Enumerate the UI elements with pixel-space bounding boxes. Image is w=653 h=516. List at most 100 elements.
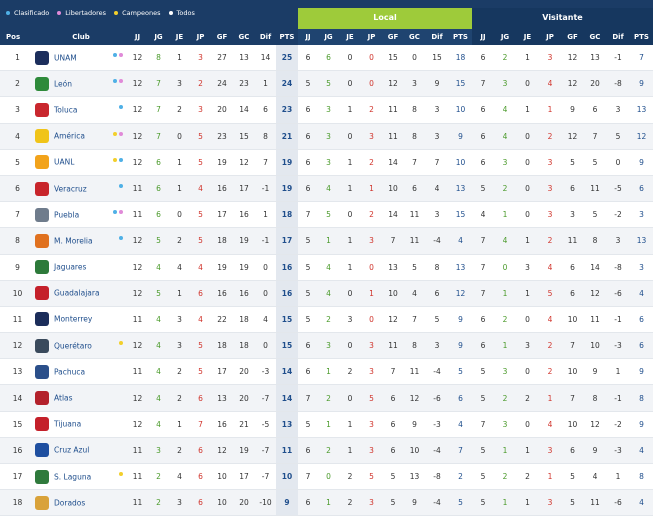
table-row[interactable]: 17 S. Laguna 11 2 4 6 10 17 -7 10 7 0 2 5 5 13 -8 2 5 2 2 1 5 4… <box>0 463 653 491</box>
table-row[interactable]: 10 Guadalajara 12 5 1 6 16 16 0 16 5 4 0 1 10 4 6 12 7 1 1 5 6… <box>0 280 653 307</box>
stat-cell: 2 <box>169 227 190 255</box>
table-row[interactable]: 4 América 12 7 0 5 23 15 8 21 6 3 0 3 11 8 3 9 6 4 0 2 12 7 5 12 <box>0 123 653 150</box>
club-name-link[interactable]: Guadalajara <box>54 288 100 298</box>
club-cell[interactable]: S. Laguna <box>35 463 127 491</box>
col-header-overall[interactable]: GF <box>216 33 228 41</box>
stat-cell: 9 <box>449 332 472 360</box>
club-cell[interactable]: Querétaro <box>35 332 127 360</box>
club-name-link[interactable]: León <box>54 79 73 89</box>
col-header-local[interactable]: GF <box>387 33 399 41</box>
stat-cell: 7 <box>382 358 404 386</box>
stat-cell: 14 <box>233 96 255 124</box>
col-header-pos[interactable]: Pos <box>6 33 21 41</box>
club-cell[interactable]: Monterrey <box>35 306 127 334</box>
club-name-link[interactable]: M. Morelia <box>54 236 93 246</box>
table-row[interactable]: 5 UANL 12 6 1 5 19 12 7 19 6 3 1 2 14 7 7 10 6 3 0 3 5 5 0 9 <box>0 149 653 176</box>
stat-cell: 18 <box>449 45 472 72</box>
club-name-link[interactable]: Puebla <box>54 210 80 220</box>
table-row[interactable]: 8 M. Morelia 12 5 2 5 18 19 -1 17 5 1 1 3 7 11 -4 4 7 4 1 2 11… <box>0 227 653 255</box>
stat-cell: 5 <box>561 489 584 516</box>
col-header-local[interactable]: Dif <box>431 33 443 41</box>
club-name-link[interactable]: Querétaro <box>54 341 92 351</box>
col-header-overall[interactable]: JG <box>154 33 163 41</box>
table-row[interactable]: 18 Dorados 11 2 3 6 10 20 -10 9 6 1 2 3 5 9 -4 5 5 1 1 3 5 11 -6… <box>0 489 653 516</box>
table-row[interactable]: 3 Toluca 12 7 2 3 20 14 6 23 6 3 1 2 11 8 3 10 6 4 1 1 9 6 3 13 <box>0 96 653 124</box>
club-name-link[interactable]: Cruz Azul <box>54 445 90 455</box>
stat-cell: 6 <box>472 123 494 150</box>
col-header-overall[interactable]: Dif <box>259 33 272 41</box>
stat-cell: 3 <box>539 201 561 229</box>
col-header-visitante[interactable]: GF <box>567 33 578 41</box>
stat-cell: 1 <box>318 489 339 516</box>
stat-cell: 19 <box>276 175 298 203</box>
col-header-visitante[interactable]: Dif <box>612 33 624 41</box>
club-cell[interactable]: Dorados <box>35 489 127 516</box>
club-name-link[interactable]: Pachuca <box>54 367 86 377</box>
col-header-visitante[interactable]: JJ <box>480 33 486 41</box>
club-cell[interactable]: Atlas <box>35 384 127 412</box>
col-header-local[interactable]: JE <box>346 33 354 41</box>
club-cell[interactable]: Veracruz <box>35 175 127 203</box>
qualification-dots <box>117 233 123 242</box>
col-header-overall[interactable]: PTS <box>279 33 295 41</box>
club-name-link[interactable]: UANL <box>54 157 75 167</box>
table-row[interactable]: 2 León 12 7 3 2 24 23 1 24 5 5 0 0 12 3 9 15 7 3 0 4 12 20 -8 9 <box>0 70 653 98</box>
col-header-visitante[interactable]: JG <box>500 33 510 41</box>
position-cell: 11 <box>0 306 35 334</box>
col-header-overall[interactable]: JE <box>175 33 184 41</box>
table-row[interactable]: 7 Puebla 11 6 0 5 17 16 1 18 7 5 0 2 14 11 3 15 4 1 0 3 3 5 -2 3 <box>0 201 653 229</box>
club-cell[interactable]: Puebla <box>35 201 127 229</box>
club-name-link[interactable]: Tijuana <box>54 419 82 429</box>
club-name-link[interactable]: Atlas <box>54 393 73 403</box>
club-name-link[interactable]: S. Laguna <box>54 472 92 482</box>
club-name-link[interactable]: América <box>54 131 85 141</box>
club-cell[interactable]: M. Morelia <box>35 227 127 255</box>
club-name-link[interactable]: Toluca <box>54 105 78 115</box>
club-cell[interactable]: América <box>35 123 127 150</box>
col-header-visitante[interactable]: GC <box>589 33 601 41</box>
club-name-link[interactable]: Monterrey <box>54 314 93 324</box>
position-cell: 15 <box>0 411 35 438</box>
table-row[interactable]: 16 Cruz Azul 11 3 2 6 12 19 -7 11 6 2 1 3 6 10 -4 7 5 1 1 3 6 9… <box>0 437 653 465</box>
club-cell[interactable]: Cruz Azul <box>35 437 127 465</box>
col-header-visitante[interactable]: JP <box>546 33 554 41</box>
col-header-visitante[interactable]: PTS <box>634 33 649 41</box>
stat-cell: 6 <box>298 96 318 124</box>
table-row[interactable]: 14 Atlas 12 4 2 6 13 20 -7 14 7 2 0 5 6 12 -6 6 5 2 2 1 7 8 -1 8 <box>0 384 653 412</box>
col-header-local[interactable]: PTS <box>453 33 468 41</box>
club-cell[interactable]: Jaguares <box>35 254 127 281</box>
table-row[interactable]: 1 UNAM 12 8 1 3 27 13 14 25 6 6 0 0 15 0 15 18 6 2 1 3 12 13 -1 7 <box>0 45 653 72</box>
club-cell[interactable]: Pachuca <box>35 358 127 386</box>
table-row[interactable]: 11 Monterrey 11 4 3 4 22 18 4 15 5 2 3 0 12 7 5 9 6 2 0 4 10 11… <box>0 306 653 334</box>
col-header-local[interactable]: JG <box>324 33 333 41</box>
col-header-overall[interactable]: GC <box>238 33 250 41</box>
club-name-link[interactable]: Jaguares <box>54 262 87 272</box>
col-header-overall[interactable]: JJ <box>134 33 141 41</box>
club-cell[interactable]: Tijuana <box>35 411 127 438</box>
club-cell[interactable]: UANL <box>35 149 127 176</box>
table-row[interactable]: 6 Veracruz 11 6 1 4 16 17 -1 19 6 4 1 1 10 6 4 13 5 2 0 3 6 11-… <box>0 175 653 203</box>
col-header-local[interactable]: JP <box>367 33 376 41</box>
table-row[interactable]: 9 Jaguares 12 4 4 4 19 19 0 16 5 4 1 0 13 5 8 13 7 0 3 4 6 14 -8… <box>0 254 653 281</box>
club-cell[interactable]: Toluca <box>35 96 127 124</box>
table-row[interactable]: 15 Tijuana 12 4 1 7 16 21 -5 13 5 1 1 3 6 9 -3 4 7 3 0 4 10 12-… <box>0 411 653 438</box>
table-row[interactable]: 13 Pachuca 11 4 2 5 17 20 -3 14 6 1 2 3 7 11 -4 5 5 3 0 2 10 9 1… <box>0 358 653 386</box>
col-header-local[interactable]: GC <box>409 33 420 41</box>
col-header-overall[interactable]: JP <box>196 33 205 41</box>
col-header-club[interactable]: Club <box>72 33 90 41</box>
club-cell[interactable]: Guadalajara <box>35 280 127 307</box>
stat-cell: 8 <box>584 384 606 412</box>
stat-cell: -8 <box>606 254 630 281</box>
stat-cell: 20 <box>233 489 255 516</box>
club-cell[interactable]: León <box>35 70 127 98</box>
club-name-link[interactable]: Dorados <box>54 498 86 508</box>
table-row[interactable]: 12 Querétaro 12 4 3 5 18 18 0 15 6 3 0 3 11 8 3 9 6 1 3 2 7 10-… <box>0 332 653 360</box>
stat-cell: 5 <box>539 280 561 307</box>
col-header-local[interactable]: JJ <box>305 33 311 41</box>
club-name-link[interactable]: UNAM <box>54 53 77 63</box>
club-cell[interactable]: UNAM <box>35 45 127 72</box>
stat-cell: 0 <box>494 254 516 281</box>
club-name-link[interactable]: Veracruz <box>54 184 87 194</box>
col-header-visitante[interactable]: JE <box>523 33 532 41</box>
stat-cell: 4 <box>148 254 169 281</box>
